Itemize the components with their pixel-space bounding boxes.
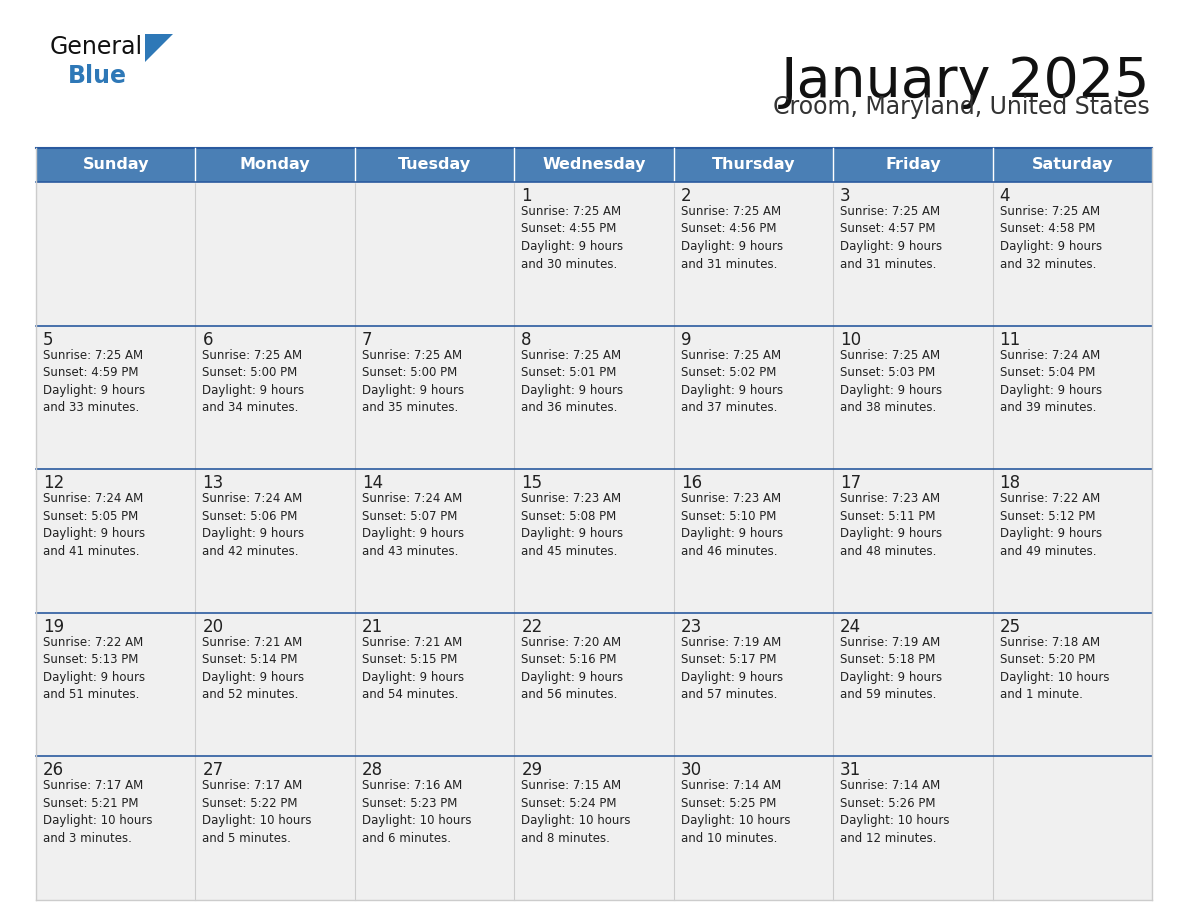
- Text: 20: 20: [202, 618, 223, 636]
- Text: 21: 21: [362, 618, 383, 636]
- Text: Sunrise: 7:25 AM
Sunset: 4:58 PM
Daylight: 9 hours
and 32 minutes.: Sunrise: 7:25 AM Sunset: 4:58 PM Dayligh…: [999, 205, 1101, 271]
- Text: Sunrise: 7:20 AM
Sunset: 5:16 PM
Daylight: 9 hours
and 56 minutes.: Sunrise: 7:20 AM Sunset: 5:16 PM Dayligh…: [522, 636, 624, 701]
- Text: 11: 11: [999, 330, 1020, 349]
- Text: 12: 12: [43, 475, 64, 492]
- Text: 15: 15: [522, 475, 543, 492]
- Bar: [36, 469, 1152, 613]
- Text: Sunrise: 7:21 AM
Sunset: 5:15 PM
Daylight: 9 hours
and 54 minutes.: Sunrise: 7:21 AM Sunset: 5:15 PM Dayligh…: [362, 636, 465, 701]
- Text: Tuesday: Tuesday: [398, 158, 472, 173]
- Text: 7: 7: [362, 330, 372, 349]
- Bar: [674, 148, 833, 182]
- Bar: [36, 148, 196, 182]
- Text: 28: 28: [362, 761, 383, 779]
- Text: Sunrise: 7:19 AM
Sunset: 5:17 PM
Daylight: 9 hours
and 57 minutes.: Sunrise: 7:19 AM Sunset: 5:17 PM Dayligh…: [681, 636, 783, 701]
- Text: Croom, Maryland, United States: Croom, Maryland, United States: [773, 95, 1150, 119]
- Text: Sunrise: 7:25 AM
Sunset: 4:59 PM
Daylight: 9 hours
and 33 minutes.: Sunrise: 7:25 AM Sunset: 4:59 PM Dayligh…: [43, 349, 145, 414]
- Text: Sunrise: 7:23 AM
Sunset: 5:08 PM
Daylight: 9 hours
and 45 minutes.: Sunrise: 7:23 AM Sunset: 5:08 PM Dayligh…: [522, 492, 624, 558]
- Text: 23: 23: [681, 618, 702, 636]
- Text: 19: 19: [43, 618, 64, 636]
- Text: 18: 18: [999, 475, 1020, 492]
- Bar: [833, 148, 992, 182]
- Text: Sunrise: 7:19 AM
Sunset: 5:18 PM
Daylight: 9 hours
and 59 minutes.: Sunrise: 7:19 AM Sunset: 5:18 PM Dayligh…: [840, 636, 942, 701]
- Text: 8: 8: [522, 330, 532, 349]
- Text: Sunrise: 7:24 AM
Sunset: 5:05 PM
Daylight: 9 hours
and 41 minutes.: Sunrise: 7:24 AM Sunset: 5:05 PM Dayligh…: [43, 492, 145, 558]
- Text: Sunday: Sunday: [82, 158, 148, 173]
- Bar: [992, 148, 1152, 182]
- Text: Saturday: Saturday: [1031, 158, 1113, 173]
- Text: Sunrise: 7:25 AM
Sunset: 5:02 PM
Daylight: 9 hours
and 37 minutes.: Sunrise: 7:25 AM Sunset: 5:02 PM Dayligh…: [681, 349, 783, 414]
- Text: January 2025: January 2025: [781, 55, 1150, 109]
- Bar: [196, 148, 355, 182]
- Text: Sunrise: 7:25 AM
Sunset: 5:00 PM
Daylight: 9 hours
and 35 minutes.: Sunrise: 7:25 AM Sunset: 5:00 PM Dayligh…: [362, 349, 465, 414]
- Text: 24: 24: [840, 618, 861, 636]
- Text: Sunrise: 7:25 AM
Sunset: 4:57 PM
Daylight: 9 hours
and 31 minutes.: Sunrise: 7:25 AM Sunset: 4:57 PM Dayligh…: [840, 205, 942, 271]
- Bar: [36, 613, 1152, 756]
- Text: 3: 3: [840, 187, 851, 205]
- Text: Sunrise: 7:17 AM
Sunset: 5:22 PM
Daylight: 10 hours
and 5 minutes.: Sunrise: 7:17 AM Sunset: 5:22 PM Dayligh…: [202, 779, 312, 845]
- Text: Blue: Blue: [68, 64, 127, 88]
- Text: Sunrise: 7:22 AM
Sunset: 5:13 PM
Daylight: 9 hours
and 51 minutes.: Sunrise: 7:22 AM Sunset: 5:13 PM Dayligh…: [43, 636, 145, 701]
- Text: 17: 17: [840, 475, 861, 492]
- Text: Sunrise: 7:24 AM
Sunset: 5:07 PM
Daylight: 9 hours
and 43 minutes.: Sunrise: 7:24 AM Sunset: 5:07 PM Dayligh…: [362, 492, 465, 558]
- Text: Sunrise: 7:25 AM
Sunset: 4:55 PM
Daylight: 9 hours
and 30 minutes.: Sunrise: 7:25 AM Sunset: 4:55 PM Dayligh…: [522, 205, 624, 271]
- Text: 30: 30: [681, 761, 702, 779]
- Text: 6: 6: [202, 330, 213, 349]
- Text: Sunrise: 7:14 AM
Sunset: 5:26 PM
Daylight: 10 hours
and 12 minutes.: Sunrise: 7:14 AM Sunset: 5:26 PM Dayligh…: [840, 779, 949, 845]
- Text: Wednesday: Wednesday: [542, 158, 646, 173]
- Bar: [36, 756, 1152, 900]
- Text: 25: 25: [999, 618, 1020, 636]
- Text: Sunrise: 7:21 AM
Sunset: 5:14 PM
Daylight: 9 hours
and 52 minutes.: Sunrise: 7:21 AM Sunset: 5:14 PM Dayligh…: [202, 636, 304, 701]
- Text: Sunrise: 7:23 AM
Sunset: 5:10 PM
Daylight: 9 hours
and 46 minutes.: Sunrise: 7:23 AM Sunset: 5:10 PM Dayligh…: [681, 492, 783, 558]
- Text: Friday: Friday: [885, 158, 941, 173]
- Text: Sunrise: 7:25 AM
Sunset: 5:00 PM
Daylight: 9 hours
and 34 minutes.: Sunrise: 7:25 AM Sunset: 5:00 PM Dayligh…: [202, 349, 304, 414]
- Bar: [36, 326, 1152, 469]
- Text: 10: 10: [840, 330, 861, 349]
- Text: Sunrise: 7:17 AM
Sunset: 5:21 PM
Daylight: 10 hours
and 3 minutes.: Sunrise: 7:17 AM Sunset: 5:21 PM Dayligh…: [43, 779, 152, 845]
- Text: Sunrise: 7:25 AM
Sunset: 5:01 PM
Daylight: 9 hours
and 36 minutes.: Sunrise: 7:25 AM Sunset: 5:01 PM Dayligh…: [522, 349, 624, 414]
- Text: Sunrise: 7:16 AM
Sunset: 5:23 PM
Daylight: 10 hours
and 6 minutes.: Sunrise: 7:16 AM Sunset: 5:23 PM Dayligh…: [362, 779, 472, 845]
- Text: 27: 27: [202, 761, 223, 779]
- Text: 14: 14: [362, 475, 383, 492]
- Text: Sunrise: 7:15 AM
Sunset: 5:24 PM
Daylight: 10 hours
and 8 minutes.: Sunrise: 7:15 AM Sunset: 5:24 PM Dayligh…: [522, 779, 631, 845]
- Text: Sunrise: 7:14 AM
Sunset: 5:25 PM
Daylight: 10 hours
and 10 minutes.: Sunrise: 7:14 AM Sunset: 5:25 PM Dayligh…: [681, 779, 790, 845]
- Text: 9: 9: [681, 330, 691, 349]
- Text: Sunrise: 7:25 AM
Sunset: 5:03 PM
Daylight: 9 hours
and 38 minutes.: Sunrise: 7:25 AM Sunset: 5:03 PM Dayligh…: [840, 349, 942, 414]
- Text: Sunrise: 7:24 AM
Sunset: 5:06 PM
Daylight: 9 hours
and 42 minutes.: Sunrise: 7:24 AM Sunset: 5:06 PM Dayligh…: [202, 492, 304, 558]
- Text: 1: 1: [522, 187, 532, 205]
- Text: 29: 29: [522, 761, 543, 779]
- Text: 2: 2: [681, 187, 691, 205]
- Text: 16: 16: [681, 475, 702, 492]
- Text: Sunrise: 7:22 AM
Sunset: 5:12 PM
Daylight: 9 hours
and 49 minutes.: Sunrise: 7:22 AM Sunset: 5:12 PM Dayligh…: [999, 492, 1101, 558]
- Text: 31: 31: [840, 761, 861, 779]
- Text: General: General: [50, 35, 143, 59]
- Bar: [514, 148, 674, 182]
- Text: Sunrise: 7:18 AM
Sunset: 5:20 PM
Daylight: 10 hours
and 1 minute.: Sunrise: 7:18 AM Sunset: 5:20 PM Dayligh…: [999, 636, 1110, 701]
- Text: 22: 22: [522, 618, 543, 636]
- Text: 26: 26: [43, 761, 64, 779]
- Bar: [36, 182, 1152, 326]
- Text: 5: 5: [43, 330, 53, 349]
- Text: Monday: Monday: [240, 158, 310, 173]
- Text: Thursday: Thursday: [712, 158, 795, 173]
- Bar: [355, 148, 514, 182]
- Text: Sunrise: 7:24 AM
Sunset: 5:04 PM
Daylight: 9 hours
and 39 minutes.: Sunrise: 7:24 AM Sunset: 5:04 PM Dayligh…: [999, 349, 1101, 414]
- Text: 13: 13: [202, 475, 223, 492]
- Polygon shape: [145, 34, 173, 62]
- Text: 4: 4: [999, 187, 1010, 205]
- Text: Sunrise: 7:23 AM
Sunset: 5:11 PM
Daylight: 9 hours
and 48 minutes.: Sunrise: 7:23 AM Sunset: 5:11 PM Dayligh…: [840, 492, 942, 558]
- Text: Sunrise: 7:25 AM
Sunset: 4:56 PM
Daylight: 9 hours
and 31 minutes.: Sunrise: 7:25 AM Sunset: 4:56 PM Dayligh…: [681, 205, 783, 271]
